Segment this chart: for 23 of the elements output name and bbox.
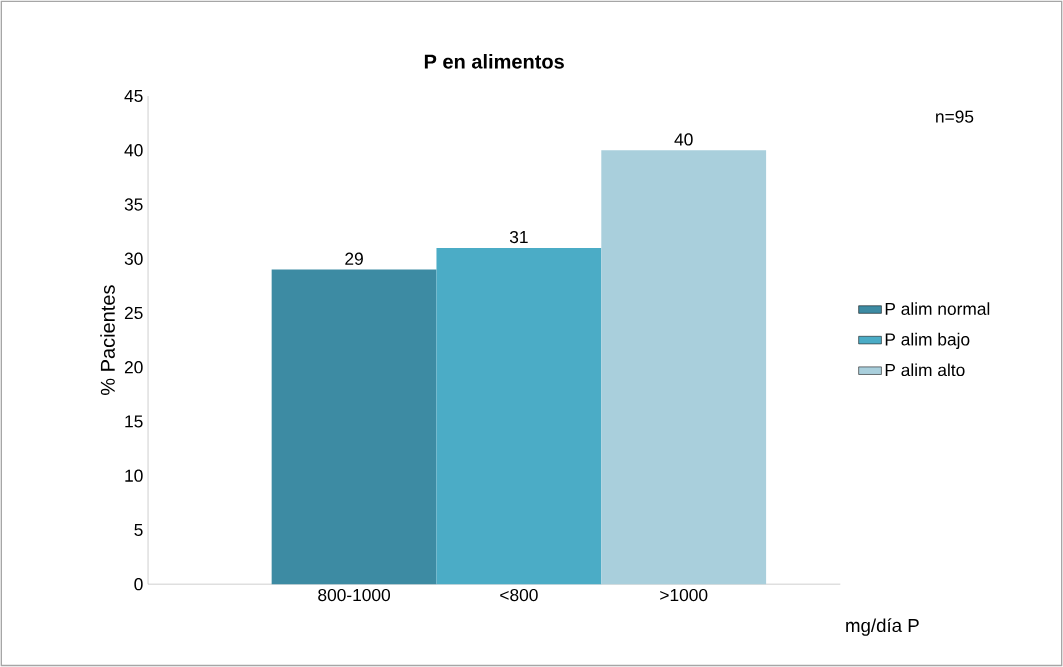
y-axis-title: % Pacientes bbox=[100, 285, 115, 396]
legend-label: P alim alto bbox=[885, 363, 965, 377]
y-tick-label: 5 bbox=[134, 523, 143, 537]
y-tick-label: 20 bbox=[124, 361, 143, 374]
legend-label: P alim normal bbox=[885, 302, 990, 316]
y-tick-label: 15 bbox=[125, 415, 143, 428]
text: n=95 bbox=[936, 110, 974, 123]
data-label: 29 bbox=[345, 252, 363, 265]
y-tick-label: 45 bbox=[124, 90, 143, 103]
data-label: 40 bbox=[674, 133, 693, 146]
y-tick-label: 35 bbox=[124, 198, 143, 211]
y-tick-label: 40 bbox=[124, 144, 143, 157]
y-tick-label: 0 bbox=[134, 578, 143, 591]
chart-title: P en alimentos bbox=[424, 54, 564, 69]
data-label: 31 bbox=[509, 230, 528, 244]
legend-label: P alim bajo bbox=[885, 332, 970, 350]
y-tick-label: 30 bbox=[124, 252, 143, 265]
y-tick-label: 25 bbox=[124, 306, 143, 320]
x-tick-label: 800-1000 bbox=[318, 588, 391, 602]
y-tick-label: 10 bbox=[125, 469, 143, 482]
x-tick-label: >1000 bbox=[660, 588, 708, 602]
x-tick-label: <800 bbox=[500, 588, 538, 602]
x-axis-title: mg/día P bbox=[846, 618, 919, 636]
